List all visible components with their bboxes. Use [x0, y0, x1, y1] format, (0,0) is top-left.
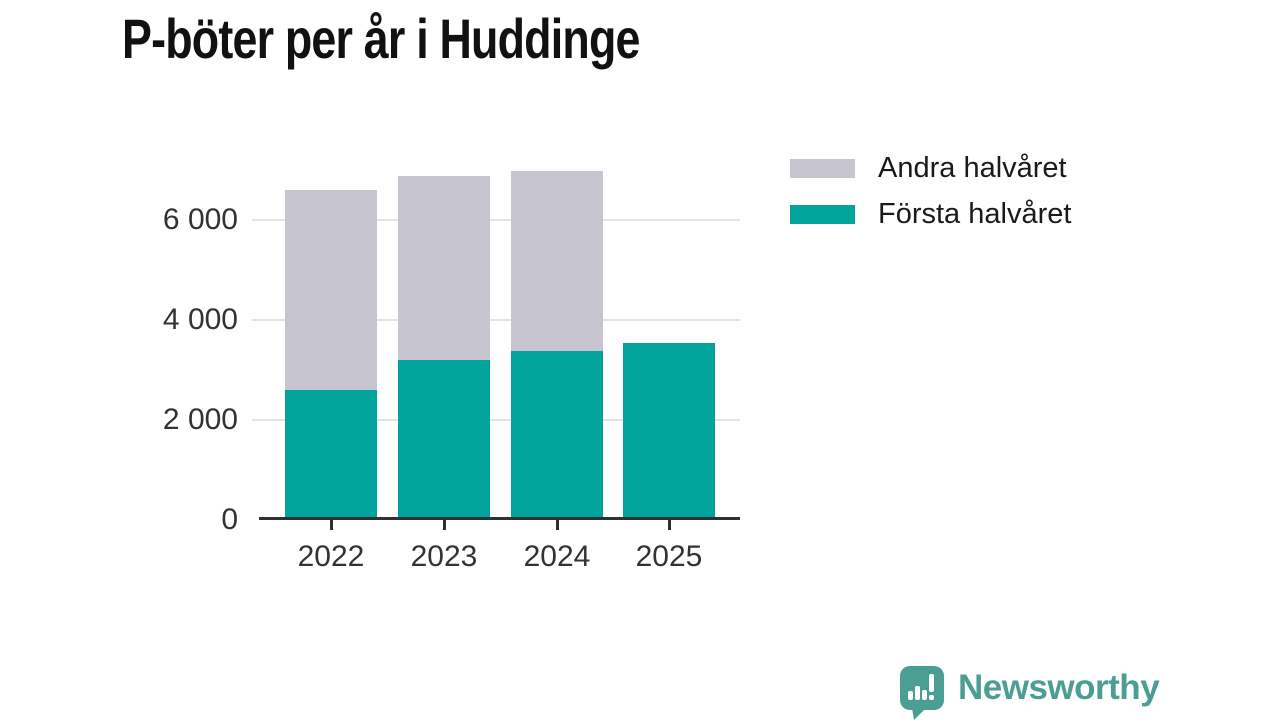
- legend-swatch: [790, 158, 855, 178]
- bar-2024-first-half: [511, 350, 603, 520]
- gridline-2000: [252, 419, 740, 421]
- newsworthy-logo-icon: [900, 666, 944, 720]
- y-axis-tick-label: 2 000: [162, 403, 238, 436]
- x-axis-tick: [442, 520, 446, 530]
- branding-name: Newsworthy: [958, 668, 1160, 707]
- x-axis-tick-label: 2025: [635, 540, 703, 573]
- legend: Andra halvåret Första halvåret: [790, 151, 1072, 245]
- gridline-4000: [252, 319, 740, 321]
- bar-2023-second-half: [398, 175, 490, 360]
- bar-2022-first-half: [285, 390, 377, 520]
- x-axis-tick-label: 2022: [297, 540, 365, 573]
- y-axis-tick-label: 6 000: [162, 203, 238, 236]
- gridline-6000: [252, 219, 740, 221]
- legend-item: Andra halvåret: [790, 151, 1071, 184]
- bar-2023-first-half: [398, 360, 490, 520]
- legend-item: Första halvåret: [790, 197, 1072, 230]
- x-axis-line: [259, 517, 740, 520]
- y-axis-tick-label: 0: [221, 503, 238, 536]
- x-axis-tick: [555, 520, 559, 530]
- x-axis-tick: [667, 520, 671, 530]
- x-axis-tick: [329, 520, 333, 530]
- legend-swatch: [790, 204, 855, 224]
- legend-label: Andra halvåret: [878, 151, 1067, 184]
- bar-2022-second-half: [285, 190, 377, 390]
- y-axis-tick-label: 4 000: [162, 303, 238, 336]
- bar-2024-second-half: [511, 171, 603, 351]
- x-axis-tick-label: 2023: [410, 540, 478, 573]
- chart-title: P-böter per år i Huddinge: [122, 7, 640, 70]
- bar-2025-first-half: [623, 342, 715, 520]
- branding: Newsworthy: [899, 666, 1160, 720]
- x-axis-tick-label: 2024: [523, 540, 591, 573]
- legend-label: Första halvåret: [878, 197, 1072, 230]
